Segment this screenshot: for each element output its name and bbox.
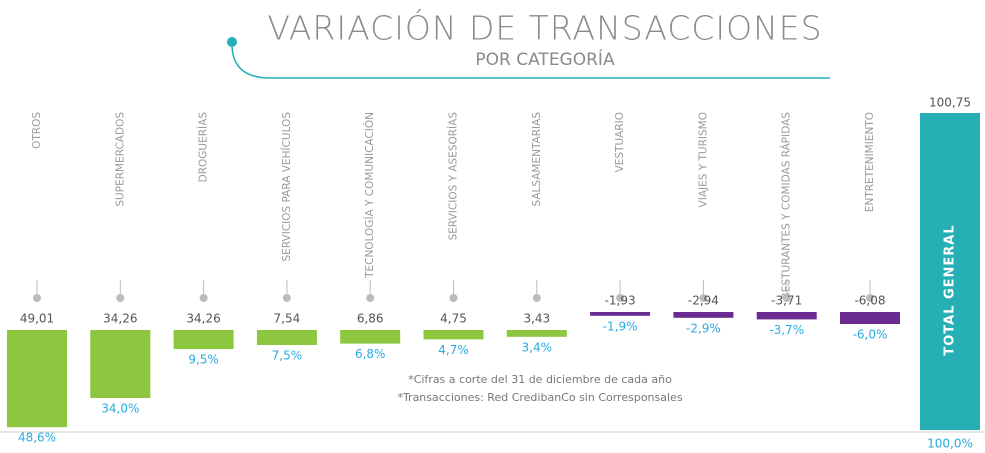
value-label: 7,54 — [274, 312, 301, 326]
value-label: 3,43 — [523, 312, 550, 326]
bar — [673, 312, 734, 318]
bar — [340, 330, 401, 344]
total-share-label: 100,0% — [927, 437, 973, 451]
bar — [506, 330, 567, 337]
bar — [840, 312, 900, 324]
bar — [90, 330, 151, 398]
total-bar — [920, 113, 980, 430]
chart-subtitle: POR CATEGORÍA — [475, 48, 615, 70]
leader-dot — [532, 294, 541, 302]
share-label: 3,4% — [522, 340, 553, 354]
value-label: -6,08 — [854, 294, 885, 308]
category-label: ENTRETENIMIENTO — [864, 112, 876, 212]
value-label: 6,86 — [357, 312, 384, 326]
leader-dot — [866, 294, 874, 302]
category-label: OTROS — [31, 112, 43, 149]
leader-dot — [199, 294, 208, 302]
total-label: TOTAL GENERAL — [943, 224, 958, 355]
share-label: -6,0% — [853, 328, 888, 342]
share-label: 7,5% — [272, 349, 303, 363]
value-label: 49,01 — [20, 312, 54, 326]
note: *Transacciones: Red CredibanCo sin Corre… — [397, 391, 682, 404]
value-label: 4,75 — [440, 312, 467, 326]
chart-title: VARIACIÓN DE TRANSACCIONES — [267, 8, 822, 48]
leader-dot — [116, 294, 125, 302]
share-label: -3,7% — [769, 323, 804, 337]
share-label: 48,6% — [18, 431, 56, 445]
leader-dot — [33, 294, 41, 302]
bar — [256, 330, 317, 345]
bar — [173, 330, 234, 349]
leader-dot — [782, 294, 791, 302]
category-label: DROGUERÍAS — [197, 112, 210, 183]
category-label: SERVICIOS Y ASESORÍAS — [447, 112, 460, 241]
leader-dot — [699, 294, 708, 302]
total-value-label: 100,75 — [929, 96, 971, 110]
bar — [7, 330, 67, 428]
leader-dot — [616, 294, 625, 302]
category-label: SERVICIOS PARA VEHÍCULOS — [280, 112, 293, 262]
category-label: SALSAMENTARIAS — [531, 112, 543, 207]
category-label: TECNOLOGÍA Y COMUNICACIÓN — [363, 112, 376, 279]
value-label: -1,93 — [605, 294, 636, 308]
category-label: SUPERMERCADOS — [114, 112, 126, 207]
category-label: VESTUARIO — [614, 112, 626, 172]
value-label: 34,26 — [186, 312, 220, 326]
value-label: -2,94 — [688, 294, 719, 308]
value-label: 34,26 — [103, 312, 137, 326]
leader-dot — [449, 294, 458, 302]
title-dot — [227, 37, 237, 47]
share-label: 9,5% — [188, 353, 219, 367]
category-label: RESTURANTES Y COMIDAS RÁPIDAS — [780, 112, 793, 300]
leader-dot — [282, 294, 291, 302]
bar — [756, 312, 817, 320]
share-label: -1,9% — [603, 319, 638, 333]
share-label: 4,7% — [438, 343, 469, 357]
share-label: -2,9% — [686, 321, 721, 335]
bar — [590, 312, 651, 316]
bar — [423, 330, 484, 340]
share-label: 6,8% — [355, 347, 386, 361]
share-label: 34,0% — [101, 402, 139, 416]
leader-dot — [366, 294, 375, 302]
note: *Cifras a corte del 31 de diciembre de c… — [408, 373, 672, 386]
category-label: VIAJES Y TURISMO — [697, 112, 709, 207]
value-label: -3,71 — [771, 294, 802, 308]
title-underline — [231, 43, 830, 79]
